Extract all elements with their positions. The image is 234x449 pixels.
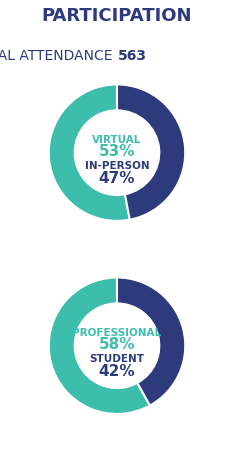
Text: PARTICIPATION: PARTICIPATION <box>42 7 192 25</box>
Wedge shape <box>117 277 185 405</box>
Text: IN-PERSON: IN-PERSON <box>85 161 149 172</box>
Wedge shape <box>117 84 185 220</box>
Text: VIRTUAL: VIRTUAL <box>92 136 142 145</box>
Text: PROFESSIONAL: PROFESSIONAL <box>73 329 161 339</box>
Text: STUDENT: STUDENT <box>89 354 145 365</box>
Text: 42%: 42% <box>99 364 135 379</box>
Text: TOTAL ATTENDANCE: TOTAL ATTENDANCE <box>0 49 117 63</box>
Text: 563: 563 <box>118 49 147 63</box>
Wedge shape <box>49 84 130 221</box>
Text: 47%: 47% <box>99 171 135 186</box>
Text: 58%: 58% <box>99 337 135 352</box>
Wedge shape <box>49 277 150 414</box>
Text: 53%: 53% <box>99 144 135 159</box>
